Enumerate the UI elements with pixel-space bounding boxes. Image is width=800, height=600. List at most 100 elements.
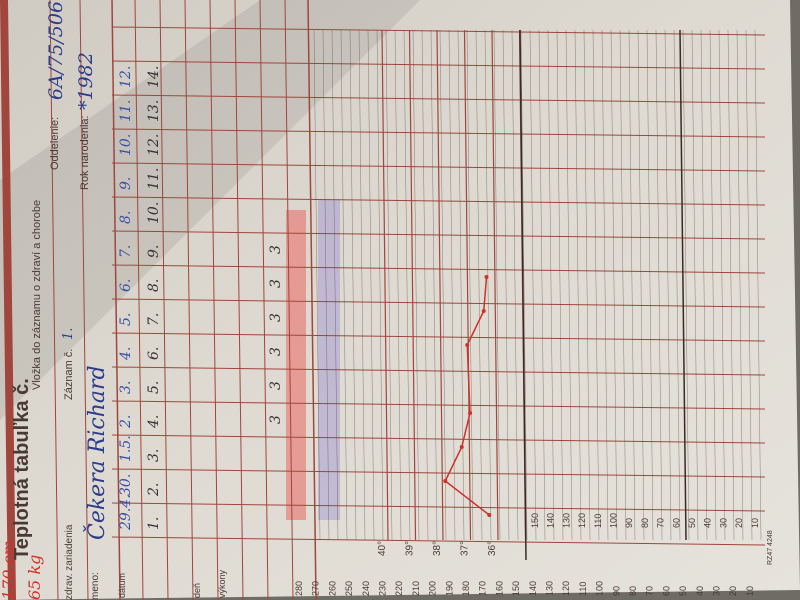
record-value: 1. (61, 328, 76, 340)
date-cell: 4. (118, 347, 134, 361)
left-scale-tick: 200 (428, 581, 438, 596)
left-scale-tick: 270 (311, 581, 321, 596)
grid-fine-line (565, 29, 573, 541)
row-divider (284, 0, 294, 600)
grid-fine-line (439, 29, 447, 541)
grid-major-line (408, 29, 417, 541)
name-value: Čekera Richard (83, 365, 110, 540)
row-divider (259, 0, 269, 600)
birth-year-label: Rok narodenia: (79, 115, 91, 190)
highlight-band (286, 210, 306, 520)
count-cell: 3 (268, 313, 284, 322)
chart-grid (0, 0, 766, 600)
count-cell: 3 (268, 245, 284, 254)
grid-fine-line (583, 29, 591, 541)
temperature-point (465, 343, 470, 347)
temperature-point (459, 445, 464, 449)
purple-band (318, 200, 340, 520)
department-label: Oddelenie: (49, 117, 61, 170)
left-scale-tick: 100 (595, 581, 605, 596)
grid-fine-line (619, 29, 627, 541)
left-scale-tick: 140 (528, 581, 538, 596)
row-divider (307, 0, 317, 600)
day-number-cell: 14. (146, 66, 162, 88)
day-column-line (111, 468, 766, 478)
grid-fine-line (673, 29, 681, 541)
grid-fine-line (403, 29, 411, 541)
form-code: RZ47 4248 (767, 530, 774, 565)
date-cell: 8. (118, 211, 134, 224)
left-scale-tick: 150 (511, 581, 521, 596)
left-scale-tick: 50 (678, 586, 688, 596)
date-cell: 12. (118, 66, 134, 88)
pulse-tick: 100 (609, 513, 619, 528)
grid-major-line (463, 29, 472, 541)
section-divider (679, 29, 687, 541)
day-number-cell: 1. (146, 517, 162, 530)
weight-value: 65 kg (25, 555, 44, 600)
day-number-cell: 2. (146, 483, 162, 497)
row-divider (49, 0, 59, 600)
row-label: dátum (117, 573, 127, 598)
grid-fine-line (592, 29, 600, 541)
grid-fine-line (367, 29, 375, 541)
pulse-tick: 20 (734, 518, 744, 528)
temperature-point (468, 411, 472, 415)
grid-fine-line (601, 29, 609, 541)
count-cell: 3 (268, 415, 284, 424)
grid-fine-line (448, 29, 456, 541)
pulse-tick: 150 (530, 513, 540, 528)
grid-fine-line (385, 29, 393, 541)
temperature-tick: 37° (460, 541, 471, 556)
date-cell: 1.5. (118, 435, 134, 462)
day-column-line (111, 264, 766, 274)
left-scale-tick: 90 (611, 586, 621, 596)
count-cell: 3 (268, 347, 284, 356)
grid-fine-line (511, 29, 519, 541)
left-scale-tick: 10 (745, 586, 755, 596)
grid-fine-line (547, 29, 555, 541)
grid-fine-line (646, 29, 654, 541)
grid-fine-line (394, 29, 402, 541)
left-scale-tick: 80 (628, 586, 638, 596)
row-divider (0, 0, 16, 600)
grid-fine-line (457, 29, 465, 541)
row-divider (234, 0, 244, 600)
grid-fine-line (502, 29, 510, 541)
temperature-tick: 38° (432, 541, 443, 556)
date-cell: 10. (118, 134, 134, 156)
grid-fine-line (610, 29, 618, 541)
grid-fine-line (664, 29, 672, 541)
left-scale-tick: 60 (661, 586, 671, 596)
grid-fine-line (754, 29, 762, 541)
grid-fine-line (736, 29, 744, 541)
day-number-cell: 10. (146, 202, 162, 224)
grid-fine-line (412, 29, 420, 541)
grid-major-line (381, 29, 389, 541)
left-scale-tick: 250 (344, 581, 354, 596)
left-scale-tick: 240 (361, 581, 371, 596)
day-column-line (111, 400, 766, 410)
grid-fine-line (655, 29, 663, 541)
grid-fine-line (529, 29, 537, 541)
name-label: meno: (90, 572, 101, 600)
left-scale-tick: 130 (545, 581, 555, 596)
pulse-tick: 80 (640, 518, 650, 528)
grid-fine-line (376, 29, 384, 541)
row-divider (111, 0, 121, 600)
left-scale-tick: 280 (294, 581, 304, 596)
day-number-cell: 6. (146, 347, 162, 360)
grid-fine-line (313, 29, 321, 541)
grid-fine-line (691, 29, 699, 541)
day-column-line (111, 60, 766, 70)
temperature-tick: 39° (405, 541, 416, 556)
grid-fine-line (727, 29, 735, 541)
temperature-point (481, 309, 486, 313)
left-scale-tick: 210 (411, 581, 421, 596)
day-column-line (111, 366, 766, 376)
grid-fine-line (700, 29, 708, 541)
grid-fine-line (421, 29, 429, 541)
date-cell: 11. (118, 100, 134, 122)
temperature-tick: 40° (377, 541, 388, 556)
